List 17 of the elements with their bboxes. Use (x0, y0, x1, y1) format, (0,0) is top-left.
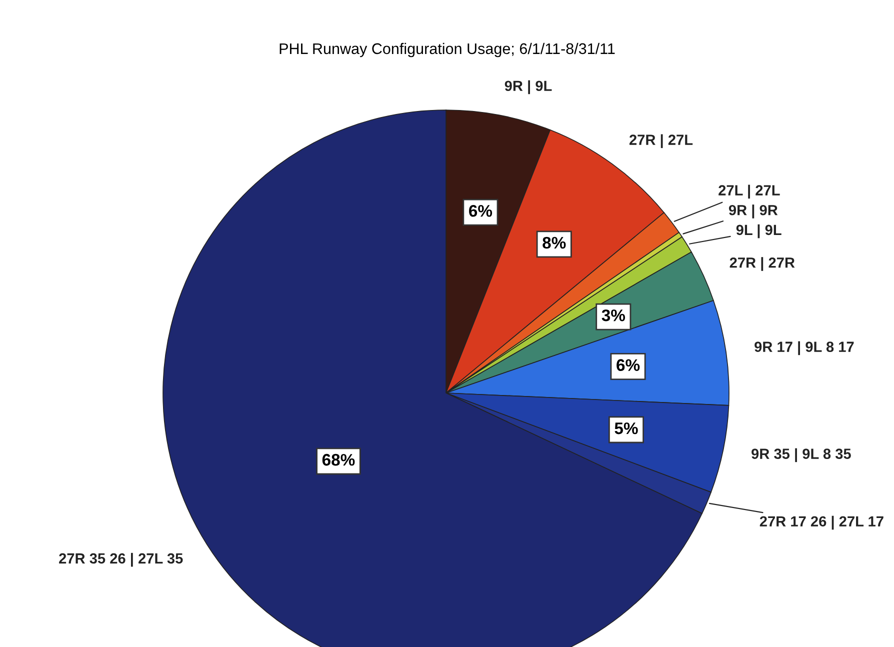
data-label: 8% (542, 236, 566, 249)
data-label: 6% (469, 204, 492, 217)
slice-label: 27R 17 26 | 27L 17 (760, 516, 884, 530)
slice-label: 27R | 27R (730, 257, 795, 271)
slice-label: 9R | 9R (728, 204, 778, 218)
data-label: 6% (616, 359, 640, 371)
data-label: 5% (614, 422, 638, 434)
slice-label: 9L | 9L (736, 224, 782, 238)
slice-label: 9R 35 | 9L 8 35 (752, 448, 851, 462)
slice-label: 27R 35 26 | 27L 35 (59, 552, 183, 567)
slice-label: 27R | 27L (629, 134, 693, 148)
slice-label: 9R 17 | 9L 8 17 (754, 341, 854, 356)
slice-label: 27L | 27L (718, 184, 780, 199)
data-label: 3% (602, 309, 626, 322)
slice-label: 9R | 9L (504, 80, 552, 94)
data-label: 68% (322, 454, 355, 466)
chart-title: PHL Runway Configuration Usage; 6/1/11-8/31/11 (280, 42, 615, 58)
